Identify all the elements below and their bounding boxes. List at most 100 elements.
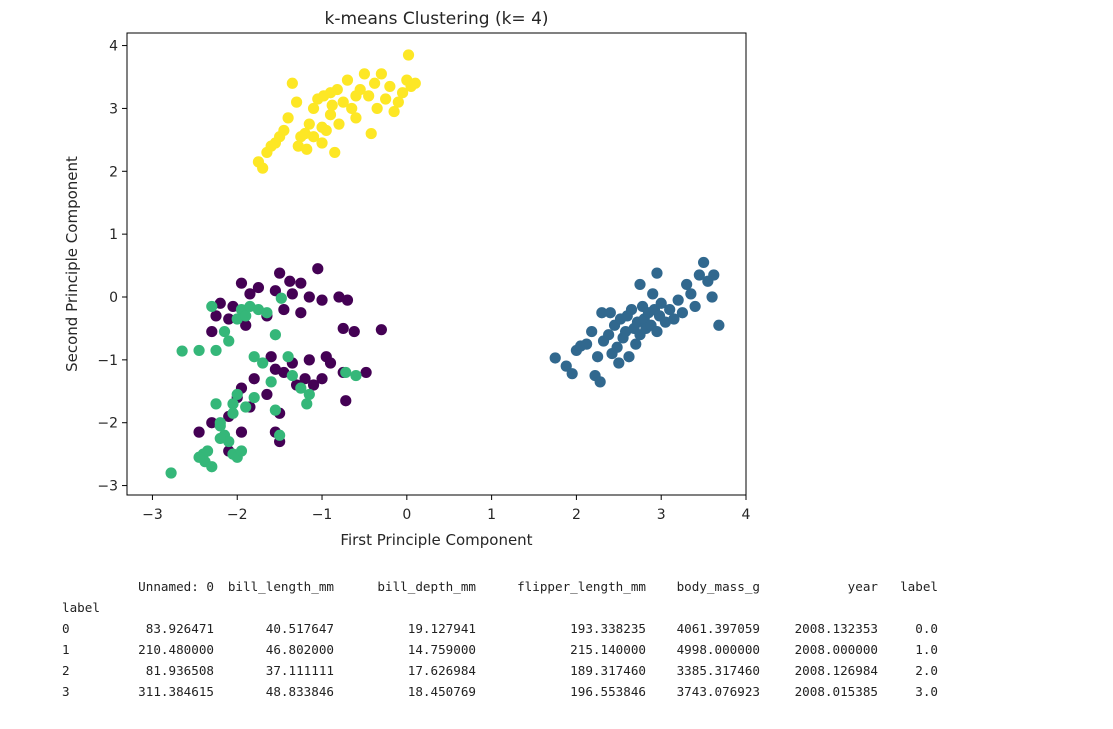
data-point-cluster-0 [340, 395, 352, 407]
y-tick-label: 1 [109, 227, 118, 243]
data-point-cluster-1 [655, 297, 667, 309]
data-point-cluster-3 [282, 112, 294, 124]
data-point-cluster-3 [326, 99, 338, 111]
data-point-cluster-3 [303, 118, 315, 130]
y-axis-label: Second Principle Component [63, 156, 81, 372]
data-point-cluster-3 [375, 68, 387, 80]
data-point-cluster-2 [248, 391, 260, 404]
data-point-cluster-1 [685, 288, 697, 300]
data-point-cluster-0 [278, 303, 290, 316]
table-row: 3 311.384615 48.833846 18.450769 196.553846 3… [62, 681, 938, 702]
data-point-cluster-0 [227, 300, 239, 313]
table-cell: 3.0 [915, 684, 938, 699]
x-axis-ticks: −3 −2 −1 0 1 2 3 4 [142, 495, 751, 523]
data-point-cluster-1 [594, 376, 606, 388]
data-point-cluster-2 [235, 445, 248, 457]
data-point-cluster-2 [227, 407, 239, 419]
data-point-cluster-0 [307, 379, 320, 391]
data-point-cluster-0 [244, 288, 256, 300]
data-point-cluster-1 [592, 351, 604, 363]
data-point-cluster-2 [201, 445, 214, 457]
table-row: 0 83.926471 40.517647 19.127941 193.338235 40… [62, 618, 938, 639]
y-axis-ticks: −3 −2 −1 0 1 2 3 4 [97, 39, 127, 495]
data-point-cluster-0 [337, 322, 349, 335]
data-point-cluster-1 [560, 360, 572, 372]
data-point-cluster-1 [611, 341, 623, 353]
data-point-cluster-3 [392, 96, 404, 108]
data-point-cluster-3 [337, 96, 349, 108]
data-point-cluster-0 [348, 325, 360, 338]
data-point-cluster-0 [252, 281, 265, 294]
data-point-cluster-2 [340, 366, 352, 379]
data-point-cluster-0 [303, 291, 315, 303]
table-cell: 19.127941 [407, 621, 476, 636]
points-layer [165, 49, 725, 479]
data-point-cluster-0 [269, 363, 281, 375]
table-cell: 1 [62, 642, 70, 657]
data-point-cluster-0 [299, 373, 311, 385]
x-tick-label: 4 [742, 507, 751, 523]
data-point-cluster-0 [248, 373, 260, 385]
chart-title: k-means Clustering (k= 4) [324, 9, 548, 29]
data-point-cluster-2 [269, 329, 281, 341]
table-cell: 83.926471 [145, 621, 214, 636]
scatter-chart: −3 −2 −1 0 1 2 3 4 −3 −2 −1 0 1 2 3 4 k-means Clusteri… [63, 9, 751, 549]
data-point-cluster-0 [265, 351, 277, 363]
table-cell: 2008.015385 [794, 684, 878, 699]
data-point-cluster-2 [261, 307, 273, 319]
data-point-cluster-2 [244, 300, 256, 313]
data-point-cluster-1 [625, 303, 638, 316]
data-point-cluster-0 [235, 426, 248, 438]
table-cell: 189.317460 [570, 663, 646, 678]
data-point-cluster-2 [350, 369, 362, 382]
data-point-cluster-0 [235, 277, 248, 289]
table-cell: 1.0 [915, 642, 938, 657]
data-point-cluster-1 [706, 291, 718, 303]
data-point-cluster-0 [295, 307, 307, 319]
table-cell: 4061.397059 [676, 621, 760, 636]
data-point-cluster-1 [698, 256, 710, 269]
table-cell: 215.140000 [570, 642, 646, 657]
data-point-cluster-2 [193, 344, 205, 357]
data-point-cluster-2 [231, 388, 243, 401]
x-axis-label: First Principle Component [340, 531, 532, 549]
data-point-cluster-3 [316, 121, 328, 133]
data-point-cluster-1 [664, 303, 676, 316]
data-point-cluster-2 [210, 398, 222, 410]
data-point-cluster-2 [282, 351, 294, 363]
data-point-cluster-2 [218, 325, 231, 338]
data-point-cluster-3 [388, 105, 400, 118]
data-point-cluster-2 [231, 313, 243, 325]
data-point-cluster-2 [295, 382, 307, 394]
data-point-cluster-0 [375, 324, 387, 336]
table-header-cell: Unnamed: 0 [138, 579, 214, 594]
table-cell: 2008.132353 [794, 621, 878, 636]
data-point-cluster-2 [165, 467, 177, 479]
table-cell: 18.450769 [407, 684, 476, 699]
table-row: 1 210.480000 46.802000 14.759000 215.140000 4… [62, 639, 938, 660]
table-cell: 81.936508 [145, 663, 214, 678]
data-point-cluster-0 [206, 325, 218, 338]
plot-frame [126, 32, 747, 496]
data-point-cluster-0 [214, 297, 226, 309]
data-point-cluster-3 [346, 102, 358, 115]
data-point-cluster-2 [286, 369, 298, 382]
data-point-cluster-3 [369, 77, 381, 89]
table-cell: 4998.000000 [676, 642, 760, 657]
data-point-cluster-3 [316, 137, 328, 149]
y-tick-label: 0 [109, 290, 118, 306]
table-cell: 3743.076923 [676, 684, 760, 699]
data-point-cluster-1 [713, 319, 725, 331]
data-point-cluster-0 [286, 288, 298, 300]
data-point-cluster-3 [350, 112, 362, 124]
x-tick-label: 2 [572, 507, 581, 523]
data-point-cluster-1 [689, 300, 701, 313]
table-cell: 210.480000 [138, 642, 214, 657]
table-cell: 2008.000000 [794, 642, 878, 657]
data-point-cluster-2 [252, 303, 265, 316]
data-point-cluster-2 [214, 417, 226, 429]
table-cell: 37.111111 [265, 663, 334, 678]
table-cell: 46.802000 [265, 642, 334, 657]
data-point-cluster-3 [324, 87, 337, 99]
data-point-cluster-0 [223, 313, 235, 325]
